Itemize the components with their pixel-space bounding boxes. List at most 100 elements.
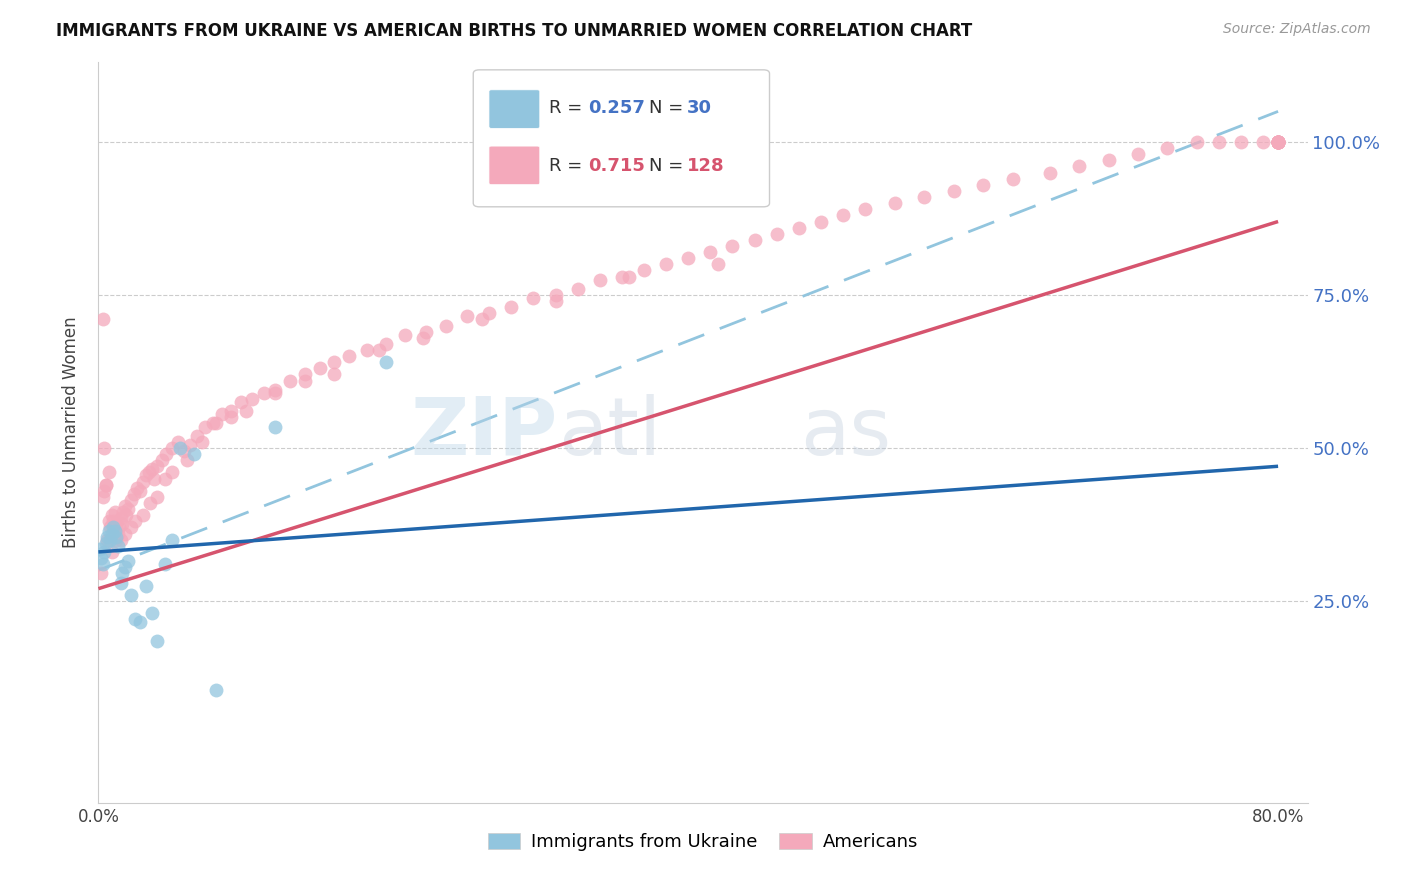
Point (131, 475, 153, 489)
Point (153, 471, 176, 485)
Point (240, 392, 263, 406)
Point (478, 306, 501, 320)
Point (678, 252, 700, 266)
Point (1156, 141, 1178, 155)
Point (131, 508, 153, 523)
Point (90, 551, 112, 566)
Point (98, 533, 121, 547)
Point (183, 447, 205, 461)
Text: 0.715: 0.715 (588, 157, 645, 175)
Point (111, 517, 134, 532)
Point (155, 447, 177, 461)
Point (367, 343, 389, 357)
Point (141, 462, 163, 476)
Point (107, 539, 129, 553)
Text: as: as (800, 393, 891, 472)
Point (1001, 171, 1024, 186)
Point (765, 227, 787, 241)
Point (117, 554, 139, 568)
Point (337, 349, 360, 363)
Point (706, 257, 728, 271)
Point (117, 502, 139, 516)
Point (1267, 135, 1289, 149)
Point (160, 533, 183, 547)
Point (942, 184, 965, 198)
Point (375, 337, 398, 351)
Point (522, 291, 544, 305)
Point (1208, 135, 1230, 149)
Point (150, 453, 173, 467)
Text: IMMIGRANTS FROM UKRAINE VS AMERICAN BIRTHS TO UNMARRIED WOMEN CORRELATION CHART: IMMIGRANTS FROM UKRAINE VS AMERICAN BIRT… (56, 22, 973, 40)
Point (323, 368, 346, 382)
Point (1267, 135, 1289, 149)
Point (105, 530, 128, 544)
Point (110, 533, 132, 547)
Text: N =: N = (648, 157, 689, 175)
Point (104, 524, 127, 538)
Point (93, 483, 115, 498)
Point (160, 441, 183, 455)
Point (135, 578, 157, 592)
Point (179, 438, 201, 452)
Point (128, 483, 150, 498)
Point (100, 526, 122, 541)
Point (1067, 160, 1090, 174)
Point (619, 269, 641, 284)
Point (1185, 135, 1208, 149)
Point (100, 545, 122, 559)
Point (219, 410, 242, 425)
Point (1267, 135, 1289, 149)
Point (1267, 135, 1289, 149)
Point (114, 560, 136, 574)
Point (205, 682, 228, 697)
Point (98, 520, 121, 534)
Point (91, 557, 114, 571)
Point (120, 492, 142, 507)
Point (89, 541, 111, 556)
Point (146, 633, 169, 648)
Point (101, 514, 124, 528)
Point (231, 395, 253, 409)
Point (699, 245, 721, 260)
Point (1267, 135, 1289, 149)
Point (415, 325, 437, 339)
Point (128, 615, 150, 630)
Point (91, 312, 114, 326)
Point (94, 477, 117, 491)
Point (202, 417, 225, 431)
Point (219, 404, 242, 418)
Point (456, 310, 478, 324)
Point (1038, 165, 1060, 179)
Point (124, 514, 146, 528)
Point (412, 331, 434, 345)
Point (308, 361, 330, 376)
Point (107, 526, 129, 541)
Point (323, 355, 346, 369)
Point (544, 294, 567, 309)
Point (111, 566, 134, 581)
Point (96, 533, 118, 547)
Point (633, 263, 655, 277)
Point (589, 273, 612, 287)
Point (294, 374, 316, 388)
Point (610, 269, 633, 284)
Point (105, 517, 128, 532)
Point (252, 385, 274, 400)
Point (97, 466, 120, 480)
Point (190, 434, 212, 449)
Point (120, 520, 142, 534)
Point (94, 477, 117, 491)
Point (264, 385, 287, 400)
Point (1267, 135, 1289, 149)
Point (264, 419, 287, 434)
Point (655, 257, 678, 271)
Point (1267, 135, 1289, 149)
Point (972, 178, 994, 192)
Point (1126, 147, 1149, 161)
Point (787, 220, 810, 235)
Point (91, 490, 114, 504)
Point (883, 196, 905, 211)
Point (173, 444, 195, 458)
Point (264, 383, 287, 397)
Point (112, 505, 135, 519)
